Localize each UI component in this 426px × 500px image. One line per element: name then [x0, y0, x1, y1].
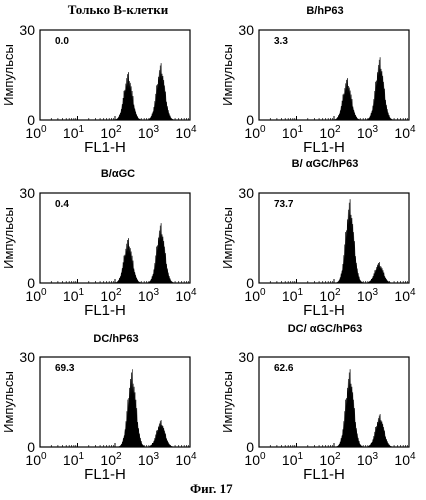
x-axis-label: FL1-H — [84, 466, 126, 483]
x-tick-label: 104 — [175, 287, 197, 304]
x-tick-label: 104 — [394, 124, 416, 141]
y-axis-label: Импульсы — [220, 207, 235, 269]
x-tick-label: 101 — [282, 451, 304, 468]
x-tick-label: 101 — [63, 287, 85, 304]
y-tick-label: 30 — [19, 349, 35, 365]
x-tick-label: 100 — [244, 287, 266, 304]
y-axis-label: Импульсы — [1, 371, 16, 433]
histogram-peak-2 — [147, 420, 175, 448]
figure-caption: Фиг. 17 — [190, 481, 233, 496]
x-tick-label: 102 — [319, 287, 341, 304]
x-tick-label: 100 — [244, 124, 266, 141]
histogram-peak-1 — [333, 78, 361, 121]
x-tick-label: 104 — [394, 287, 416, 304]
x-tick-label: 101 — [282, 287, 304, 304]
x-tick-label: 103 — [357, 124, 379, 141]
x-tick-label: 102 — [100, 451, 122, 468]
x-tick-label: 104 — [175, 124, 197, 141]
y-tick-label: 30 — [19, 185, 35, 201]
x-axis-label: FL1-H — [303, 466, 345, 483]
x-tick-label: 104 — [175, 451, 197, 468]
panel-title: B/αGC — [101, 168, 135, 180]
histogram-peak-2 — [366, 57, 394, 121]
y-tick-label: 30 — [238, 22, 254, 38]
x-tick-label: 102 — [319, 124, 341, 141]
y-axis-label: Импульсы — [1, 44, 16, 106]
histogram-peak-2 — [365, 262, 393, 284]
x-tick-label: 104 — [394, 451, 416, 468]
y-tick-label: 0 — [27, 439, 35, 455]
y-axis-label: Импульсы — [220, 371, 235, 433]
x-tick-label: 100 — [25, 124, 47, 141]
x-axis-label: FL1-H — [303, 302, 345, 319]
x-tick-label: 101 — [63, 124, 85, 141]
panel-title: DC/hP63 — [93, 333, 138, 345]
y-axis-label: Импульсы — [220, 44, 235, 106]
x-axis-label: FL1-H — [303, 139, 345, 156]
y-tick-label: 0 — [246, 275, 254, 291]
x-tick-label: 103 — [138, 287, 160, 304]
x-tick-label: 100 — [244, 451, 266, 468]
x-tick-label: 100 — [25, 287, 47, 304]
x-tick-label: 101 — [282, 124, 304, 141]
x-tick-label: 100 — [25, 451, 47, 468]
y-axis-label: Импульсы — [1, 207, 16, 269]
gate-percentage: 3.3 — [274, 36, 288, 47]
panel-title: B/hP63 — [306, 5, 343, 17]
gate-percentage: 0.4 — [55, 199, 69, 210]
x-tick-label: 103 — [357, 287, 379, 304]
gate-percentage: 0.0 — [55, 36, 69, 47]
y-tick-label: 0 — [27, 112, 35, 128]
gate-percentage: 73.7 — [274, 199, 294, 210]
y-tick-label: 30 — [238, 349, 254, 365]
histogram-peak-2 — [366, 414, 394, 448]
histogram-peak-1 — [336, 199, 364, 284]
x-axis-label: FL1-H — [84, 139, 126, 156]
panel-title: Только В-клетки — [68, 2, 169, 17]
x-tick-label: 102 — [100, 124, 122, 141]
gate-percentage: 69.3 — [55, 363, 75, 374]
x-tick-label: 102 — [100, 287, 122, 304]
x-tick-label: 103 — [138, 124, 160, 141]
histogram-peak-2 — [147, 223, 175, 284]
x-tick-label: 102 — [319, 451, 341, 468]
x-axis-label: FL1-H — [84, 302, 126, 319]
x-tick-label: 103 — [357, 451, 379, 468]
y-tick-label: 0 — [246, 112, 254, 128]
x-tick-label: 103 — [138, 451, 160, 468]
y-tick-label: 30 — [238, 185, 254, 201]
y-tick-label: 0 — [27, 275, 35, 291]
y-tick-label: 0 — [246, 439, 254, 455]
histogram-peak-1 — [114, 72, 142, 121]
panel-title: B/ αGC/hP63 — [292, 158, 359, 170]
histogram-peak-1 — [114, 238, 142, 284]
gate-percentage: 62.6 — [274, 363, 294, 374]
histogram-peak-1 — [118, 369, 146, 448]
histogram-peak-1 — [336, 369, 364, 448]
y-tick-label: 30 — [19, 22, 35, 38]
histogram-peak-2 — [147, 63, 175, 121]
x-tick-label: 101 — [63, 451, 85, 468]
panel-title: DC/ αGC/hP63 — [288, 323, 363, 335]
